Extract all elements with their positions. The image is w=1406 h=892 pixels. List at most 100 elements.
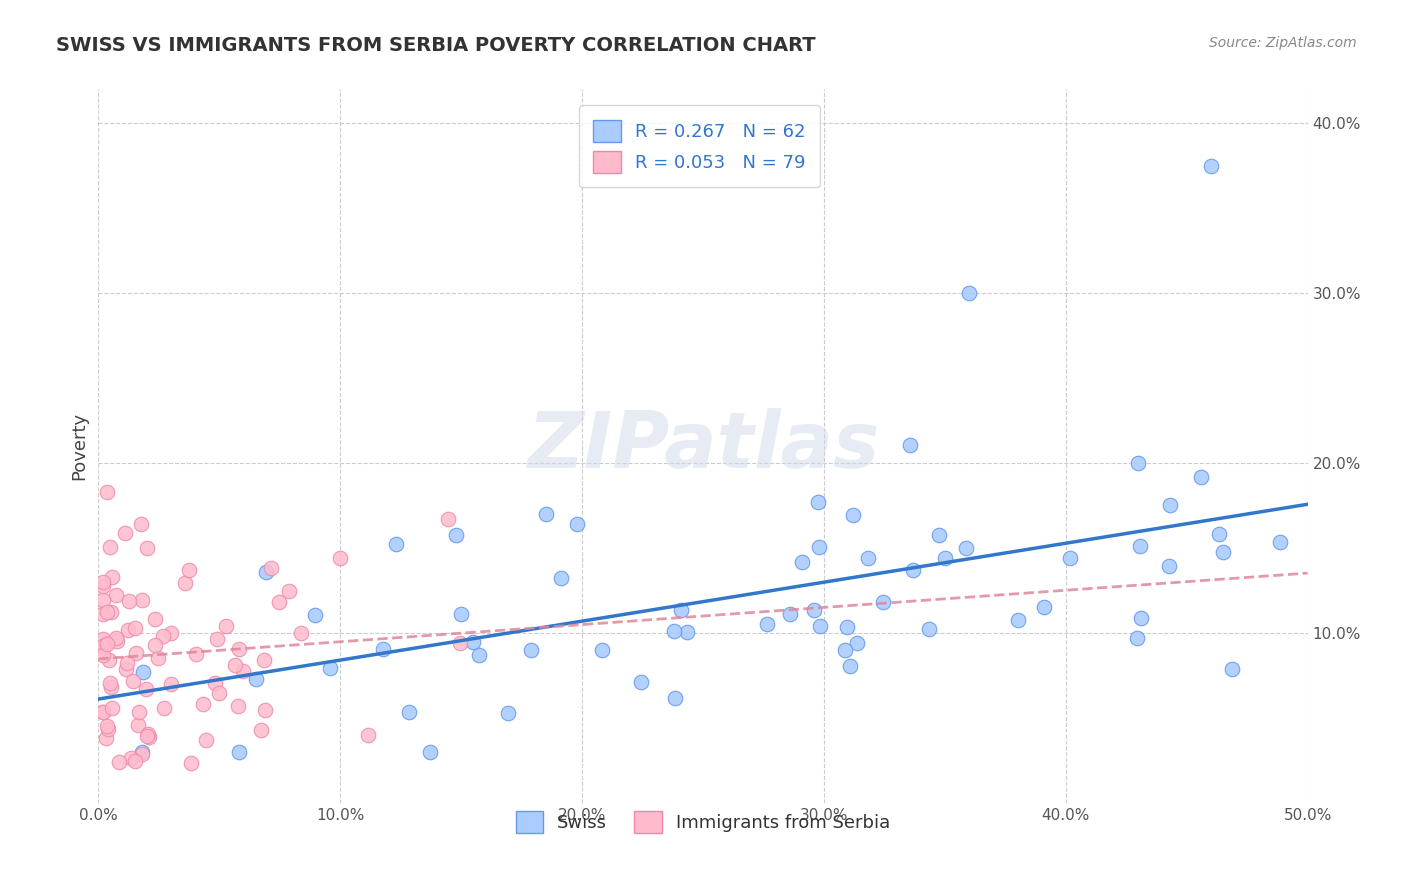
Point — [837, 620, 859, 634]
Point — [437, 512, 460, 526]
Point — [232, 665, 254, 679]
Point — [91, 607, 114, 622]
Point — [808, 540, 831, 554]
Point — [1059, 551, 1081, 566]
Point — [108, 756, 131, 770]
Point — [205, 632, 228, 647]
Point — [1033, 599, 1056, 614]
Point — [903, 563, 925, 577]
Point — [105, 631, 128, 645]
Point — [153, 700, 176, 714]
Point — [91, 648, 114, 663]
Point — [676, 624, 699, 639]
Point — [1159, 558, 1181, 573]
Point — [91, 578, 114, 592]
Point — [898, 438, 921, 452]
Point — [918, 622, 941, 636]
Point — [224, 658, 246, 673]
Point — [304, 607, 326, 622]
Point — [250, 723, 273, 737]
Point — [208, 686, 231, 700]
Point — [519, 642, 541, 657]
Point — [444, 528, 467, 542]
Point — [534, 507, 557, 521]
Point — [1129, 539, 1152, 553]
Point — [934, 551, 956, 566]
Point — [226, 698, 249, 713]
Point — [278, 584, 301, 599]
Point — [117, 623, 139, 637]
Point — [148, 651, 170, 665]
Point — [215, 619, 238, 633]
Legend: Swiss, Immigrants from Serbia: Swiss, Immigrants from Serbia — [509, 804, 897, 840]
Point — [98, 540, 121, 554]
Point — [228, 642, 250, 657]
Point — [498, 706, 520, 721]
Point — [319, 661, 342, 675]
Point — [371, 642, 394, 657]
Point — [101, 701, 124, 715]
Point — [152, 629, 174, 643]
Point — [228, 745, 250, 759]
Point — [114, 662, 136, 676]
Point — [468, 648, 491, 663]
Point — [96, 637, 118, 651]
Point — [1159, 498, 1181, 512]
Point — [96, 485, 118, 500]
Point — [957, 286, 980, 301]
Text: ZIPatlas: ZIPatlas — [527, 408, 879, 484]
Point — [756, 616, 779, 631]
Point — [846, 636, 869, 650]
Point — [131, 747, 153, 762]
Point — [118, 594, 141, 608]
Text: Source: ZipAtlas.com: Source: ZipAtlas.com — [1209, 36, 1357, 50]
Point — [94, 731, 117, 746]
Point — [143, 612, 166, 626]
Point — [194, 732, 217, 747]
Point — [96, 719, 118, 733]
Point — [131, 516, 153, 531]
Point — [114, 525, 136, 540]
Point — [290, 626, 312, 640]
Point — [872, 594, 894, 608]
Point — [121, 750, 143, 764]
Point — [955, 541, 977, 556]
Point — [329, 550, 352, 565]
Point — [186, 648, 208, 662]
Point — [856, 550, 879, 565]
Point — [630, 674, 652, 689]
Point — [98, 675, 121, 690]
Point — [1270, 534, 1292, 549]
Point — [449, 635, 471, 649]
Point — [664, 691, 686, 706]
Point — [122, 674, 145, 689]
Point — [131, 745, 153, 759]
Point — [808, 619, 831, 633]
Point — [928, 528, 950, 542]
Point — [173, 575, 195, 590]
Point — [1222, 662, 1244, 676]
Point — [834, 642, 856, 657]
Point — [124, 754, 146, 768]
Point — [1126, 631, 1149, 645]
Point — [96, 606, 118, 620]
Point — [160, 626, 183, 640]
Point — [779, 607, 801, 621]
Point — [385, 537, 408, 551]
Point — [260, 561, 283, 575]
Point — [807, 495, 830, 509]
Point — [191, 698, 214, 712]
Point — [253, 703, 276, 717]
Point — [803, 603, 825, 617]
Point — [1130, 610, 1153, 624]
Point — [117, 656, 139, 670]
Point — [419, 745, 441, 759]
Y-axis label: Poverty: Poverty — [70, 412, 89, 480]
Point — [398, 705, 420, 719]
Point — [790, 555, 813, 569]
Point — [1007, 614, 1029, 628]
Point — [136, 730, 159, 744]
Point — [131, 593, 153, 607]
Point — [842, 508, 865, 522]
Point — [104, 588, 127, 602]
